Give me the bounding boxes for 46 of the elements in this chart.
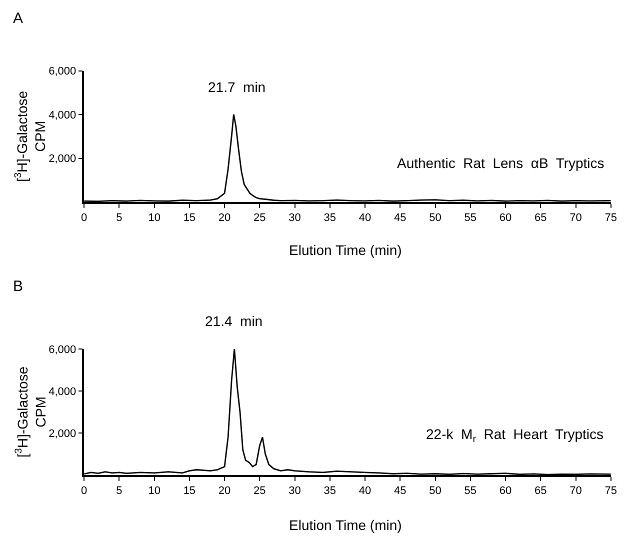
x-tick-label: 5 [116,212,122,224]
x-axis-title: Elution Time (min) [289,517,402,533]
x-tick-label: 0 [81,212,88,224]
x-tick-label: 50 [429,212,442,224]
x-tick-label: 25 [254,212,266,224]
x-tick-label: 15 [183,484,196,497]
y-tick-label: 4,000 [48,386,76,398]
x-tick-label: 70 [570,484,582,497]
x-tick-label: 60 [499,484,512,497]
x-tick-label: 75 [604,484,617,497]
x-tick-label: 65 [534,212,547,224]
x-tick-label: 5 [116,484,122,497]
x-tick-label: 40 [358,484,372,497]
x-tick-label: 30 [288,212,301,224]
x-tick-label: 35 [324,484,336,497]
x-tick-label: 60 [499,212,512,224]
x-tick-label: 20 [218,484,231,497]
y-tick-label: 6,000 [48,66,76,78]
x-tick-label: 70 [570,212,582,224]
x-tick-label: 10 [148,212,160,224]
x-tick-label: 35 [324,212,336,224]
y-tick-label: 2,000 [48,153,76,166]
annotation: 22-k M$_{r}$ Rat Heart Tryptics [426,426,604,445]
y-tick-label: 2,000 [48,428,76,440]
x-axis-title: Elution Time (min) [289,242,402,258]
x-tick-label: 25 [254,484,266,497]
x-tick-label: 40 [358,212,372,224]
x-tick-label: 50 [429,484,442,497]
chart-title: A [13,10,24,27]
y-tick-label: 4,000 [48,109,76,122]
x-tick-label: 55 [464,484,477,497]
x-tick-label: 45 [394,212,406,224]
annotation: 21.7 min [208,79,266,95]
x-tick-label: 65 [534,484,547,497]
chart-title: B [13,278,24,295]
x-tick-label: 75 [604,212,617,224]
y-tick-label: 6,000 [48,344,76,356]
x-tick-label: 0 [81,484,88,497]
annotation: Authentic Rat Lens αB Tryptics [397,155,604,171]
x-tick-label: 45 [394,484,406,497]
x-tick-label: 10 [148,484,160,497]
annotation: 21.4 min [205,313,263,329]
x-tick-label: 15 [183,212,196,224]
x-tick-label: 55 [464,212,477,224]
x-tick-label: 20 [218,212,231,224]
x-tick-label: 30 [288,484,301,497]
